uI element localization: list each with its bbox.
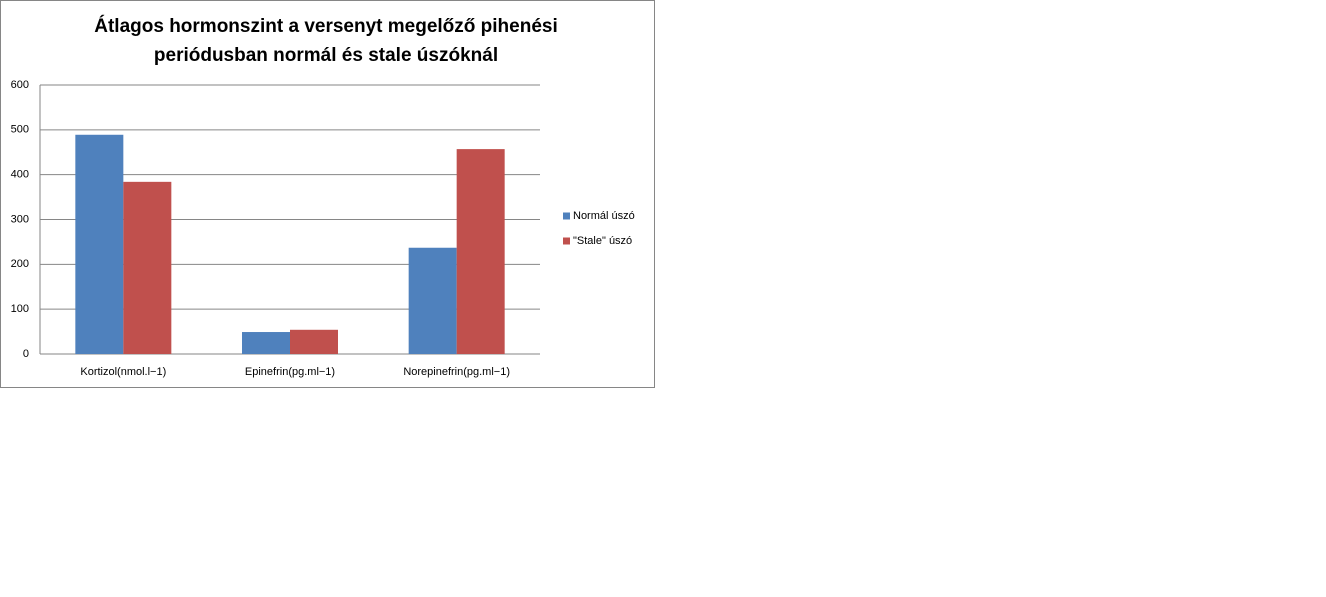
legend-label: Normál úszó — [573, 210, 635, 222]
x-tick-label: Norepinefrin(pg.ml−1) — [403, 366, 510, 378]
bar — [290, 329, 338, 354]
bar — [408, 247, 457, 354]
bar — [123, 181, 172, 354]
y-tick-label: 600 — [11, 79, 29, 91]
y-tick-label: 0 — [23, 348, 29, 360]
x-tick-label: Epinefrin(pg.ml−1) — [245, 366, 335, 378]
legend-label: "Stale" úszó — [573, 235, 632, 247]
bar — [456, 149, 505, 354]
chart-title: Átlagos hormonszint a versenyt megelőző … — [94, 16, 558, 66]
y-tick-label: 500 — [11, 124, 29, 136]
bar — [242, 332, 290, 354]
x-tick-label: Kortizol(nmol.l−1) — [80, 366, 166, 378]
y-tick-label: 400 — [11, 169, 29, 181]
bar — [75, 134, 124, 354]
legend-swatch — [563, 212, 570, 220]
y-tick-label: 100 — [11, 303, 29, 315]
y-tick-label: 200 — [11, 258, 29, 270]
legend-swatch — [563, 237, 570, 245]
y-tick-label: 300 — [11, 213, 29, 225]
